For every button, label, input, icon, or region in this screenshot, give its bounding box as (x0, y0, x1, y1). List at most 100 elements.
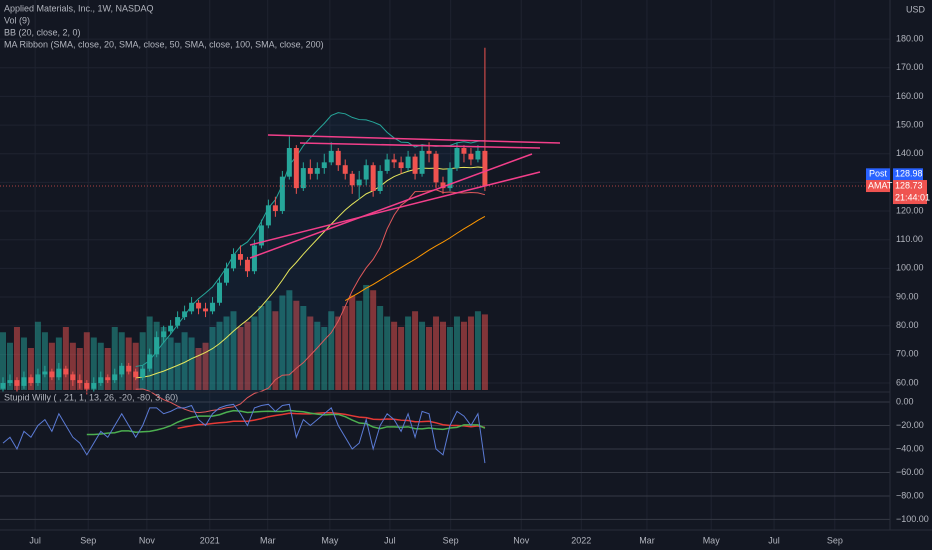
candle-body (84, 383, 90, 389)
candle-body (133, 371, 139, 378)
volume-bar (440, 321, 447, 390)
candle-body (28, 377, 34, 384)
candle-body (63, 368, 69, 375)
volume-bar (62, 327, 69, 390)
candle-body (433, 153, 439, 183)
post-price-label: 128.98 (895, 169, 923, 179)
y-tick-label: −40.00 (896, 443, 924, 453)
volume-bar (237, 327, 244, 390)
candle-body (363, 165, 369, 180)
post-price-box (893, 168, 923, 181)
candle-body (265, 205, 271, 226)
volume-bar (335, 316, 342, 390)
candle-body (35, 374, 41, 384)
trendlines (249, 134, 561, 259)
candle-body (398, 162, 404, 169)
y-tick-label: −60.00 (896, 467, 924, 477)
candle-body (49, 371, 55, 378)
volume-bar (230, 311, 237, 390)
sma-20 (135, 166, 485, 379)
indicator-label: Vol (9) (4, 15, 30, 25)
x-tick-label: Jul (384, 535, 396, 545)
volume-bar (13, 327, 20, 390)
x-tick-label: Nov (513, 535, 530, 545)
candle-body (126, 365, 132, 372)
candle-body (56, 368, 62, 378)
signal-slow (177, 412, 486, 430)
candle-body (14, 380, 20, 386)
volume-bar (160, 327, 167, 390)
y-tick-label: −80.00 (896, 490, 924, 500)
candle-body (307, 168, 313, 174)
candle-body (98, 377, 104, 384)
volume-bar (0, 332, 6, 390)
x-tick-label: Jul (29, 535, 41, 545)
volume-bar (202, 342, 209, 390)
candle-body (112, 374, 118, 381)
y-tick-label: 120.00 (896, 205, 924, 215)
candle-body (335, 150, 341, 166)
bollinger-lower (135, 189, 486, 414)
candle-body (391, 159, 397, 163)
y-tick-label: 110.00 (896, 234, 923, 244)
indicator-label: BB (20, close, 2, 0) (4, 27, 81, 37)
candle-body (293, 148, 299, 189)
candle-body (196, 302, 202, 309)
candle-body (412, 156, 418, 174)
candle-body (419, 150, 425, 174)
volume-bar (384, 316, 391, 390)
volume-bar (467, 316, 474, 390)
symbol-tag (866, 180, 890, 193)
volume-bar (286, 290, 293, 390)
candle-body (251, 245, 257, 272)
volume-bar (90, 337, 97, 390)
x-tick-label: Jul (768, 535, 780, 545)
volume-bar (391, 321, 398, 390)
x-tick-label: Sep (827, 535, 843, 545)
candle-body (405, 156, 411, 169)
volume-bar (293, 300, 300, 390)
candle-body (140, 368, 146, 378)
candle-body (279, 176, 285, 212)
chart-title: Applied Materials, Inc., 1W, NASDAQ (4, 3, 154, 13)
x-tick-label: 2022 (571, 535, 591, 545)
symbol-tag-label: AMAT (868, 180, 893, 190)
candle-body (286, 148, 292, 177)
candle-body (154, 337, 160, 355)
volume-bar (223, 316, 230, 390)
volume-bar (314, 321, 321, 390)
volume-bar (83, 332, 90, 390)
y-tick-label: 70.00 (896, 349, 919, 359)
volume-bar (279, 295, 286, 390)
y-tick-label: 60.00 (896, 377, 919, 387)
candle-body (91, 383, 97, 389)
candle-body (272, 205, 278, 212)
volume-bar (258, 306, 265, 390)
volume-bar (370, 290, 377, 390)
oscillator-title: Stupid Willy ( , 21, 1, 13, 26, -20, -80… (4, 392, 178, 402)
volume-bar (419, 321, 426, 390)
volume-bar (356, 300, 363, 390)
volume-bar (300, 306, 307, 390)
candle-body (210, 302, 216, 312)
x-tick-label: Mar (260, 535, 276, 545)
candle-body (377, 170, 383, 191)
candle-body (426, 150, 432, 154)
volume-bar (209, 327, 216, 390)
candle-body (182, 311, 188, 318)
volume-bar (446, 327, 453, 390)
y-tick-label: −100.00 (896, 514, 929, 524)
volume-bar (48, 342, 55, 390)
grid (0, 0, 890, 530)
candle-body (342, 165, 348, 174)
sma-50 (344, 216, 486, 301)
candle-body (314, 168, 320, 174)
y-tick-label: 170.00 (896, 62, 924, 72)
volume-bar (6, 342, 13, 390)
volume-bar (474, 311, 481, 390)
candle-body (203, 308, 209, 312)
volume-bar (27, 348, 34, 390)
volume-bar (69, 342, 76, 390)
candle-body (244, 259, 250, 272)
candle-body (321, 162, 327, 169)
